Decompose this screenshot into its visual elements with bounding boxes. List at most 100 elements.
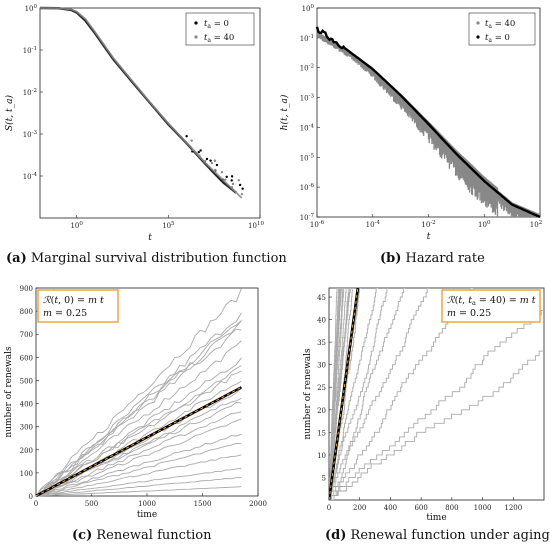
x-tick-label: 500 [85,500,98,508]
trajectory-line [329,288,388,500]
data-point [210,161,214,165]
x-axis-label: time [137,510,157,520]
trajectory-line [35,357,242,497]
renewal-aging-chart: 0 200 400 600 800 1000 1200 5 10 15 20 25 30 35 40 45 ti… [303,287,545,523]
y-tick-label: 20 [317,407,326,415]
y-tick-label: 10-4 [23,172,38,181]
trajectory-line [35,476,242,497]
y-tick-label: 40 [317,317,326,325]
data-point [224,178,227,181]
data-point [191,148,194,152]
trajectories [329,288,544,500]
legend-box [468,12,536,46]
data-point [198,155,201,158]
trajectories [35,288,242,497]
trajectory-line [35,433,242,497]
caption-a: (a) Marginal survival distribution funct… [6,251,287,266]
y-tick-label: 900 [20,285,33,293]
trajectory-line [35,454,242,497]
trajectory-line [35,467,242,497]
y-tick-label: 800 [20,308,33,316]
x-tick-label: 200 [353,504,366,512]
y-tick-label: 10-5 [300,153,315,162]
y-tick-label: 10-3 [300,94,315,103]
data-point [230,175,234,178]
y-tick-label: 400 [20,401,33,409]
data-point [241,187,244,190]
x-tick-label: 600 [414,504,427,512]
caption-d: (d) Renewal function under aging [325,528,550,543]
data-point [214,168,217,172]
panel-d: 0 200 400 600 800 1000 1200 5 10 15 20 25 30 35 40 45 ti… [275,274,550,548]
trajectory-line [329,288,405,500]
legend-box [185,12,255,46]
data-point [190,139,193,142]
y-tick-label: 200 [20,447,33,455]
x-tick-label: 1000 [474,504,492,512]
x-axis-label: time [426,513,446,523]
y-tick-label: 10-1 [300,34,314,43]
trajectory-line [35,397,242,497]
y-tick-label: 10-6 [300,183,315,192]
trajectory-line [329,288,342,500]
y-tick-label: 25 [317,384,326,392]
y-axis-label: S(t, t_a) [4,95,15,131]
legend-label: ta = 40 [485,19,515,30]
legend-marker [194,21,198,25]
data-point [213,159,217,162]
annotation-line: ℛ(t, 0) = m t [43,295,104,306]
data-point [230,186,234,189]
data-point [215,163,219,167]
trajectory-line [329,350,544,500]
trajectory-line [329,288,338,500]
mean-line [329,288,360,500]
x-tick-label: 2000 [249,500,267,508]
data-point [231,182,235,186]
trajectory-line [35,312,242,497]
legend-label: ta = 0 [204,19,229,30]
trajectory-line [35,370,242,497]
y-tick-label: 100 [20,470,33,478]
y-axis-label: number of renewals [303,348,313,440]
x-tick-label: 0 [327,504,331,512]
survival-chart: 100 105 1010 100 10-1 10-2 10-3 10-4 t S(t, t_a) t… [4,4,264,243]
legend-marker [476,35,480,39]
y-tick-label: 100 [25,4,38,13]
fit-line [35,386,242,497]
hazard-chart: 10-6 10-4 10-2 100 102 100 10-1 10-2 10-3 10-4 10-… [279,4,542,242]
annotation-box [37,289,119,323]
legend-marker [476,21,480,25]
y-axis-label: h(t, t_a) [279,94,290,130]
caption-c: (c) Renewal function [72,528,212,543]
data-point [230,179,233,182]
trajectory-line [35,328,242,497]
caption-b: (b) Hazard rate [380,251,485,266]
y-tick-label: 500 [20,377,33,385]
x-tick-label: 1010 [248,221,264,230]
trajectory-line [35,418,242,497]
data-point [237,179,240,182]
annotation-line: m = 0.25 [43,308,87,319]
panel-a: 100 105 1010 100 10-1 10-2 10-3 10-4 t S(t, t_a) t… [0,0,287,274]
plot-frame [328,287,545,501]
y-axis-label: number of renewals [4,346,14,438]
x-tick-label: 10-6 [310,220,325,229]
data-point [199,149,202,152]
trajectory-line [35,340,242,497]
x-axis-label: t [148,233,152,243]
y-tick-label: 10-7 [300,213,315,222]
data-point [209,159,212,162]
annotation-box [441,289,541,323]
x-tick-label: 1500 [194,500,212,508]
x-tick-label: 100 [70,221,83,230]
x-tick-label: 1000 [138,500,156,508]
y-tick-label: 30 [317,362,326,370]
legend: ta = 40 ta = 0 [468,12,536,46]
y-tick-label: 5 [322,474,326,482]
y-tick-label: 35 [317,339,326,347]
data-point [205,157,209,161]
panel-b: 10-6 10-4 10-2 100 102 100 10-1 10-2 10-3 10-4 10-… [275,0,550,274]
x-tick-label: 1200 [504,504,522,512]
renewal-chart: 0 500 1000 1500 2000 0 100 200 300 400 500 600 700 80… [4,285,267,520]
y-tick-label: 10-4 [300,123,315,132]
